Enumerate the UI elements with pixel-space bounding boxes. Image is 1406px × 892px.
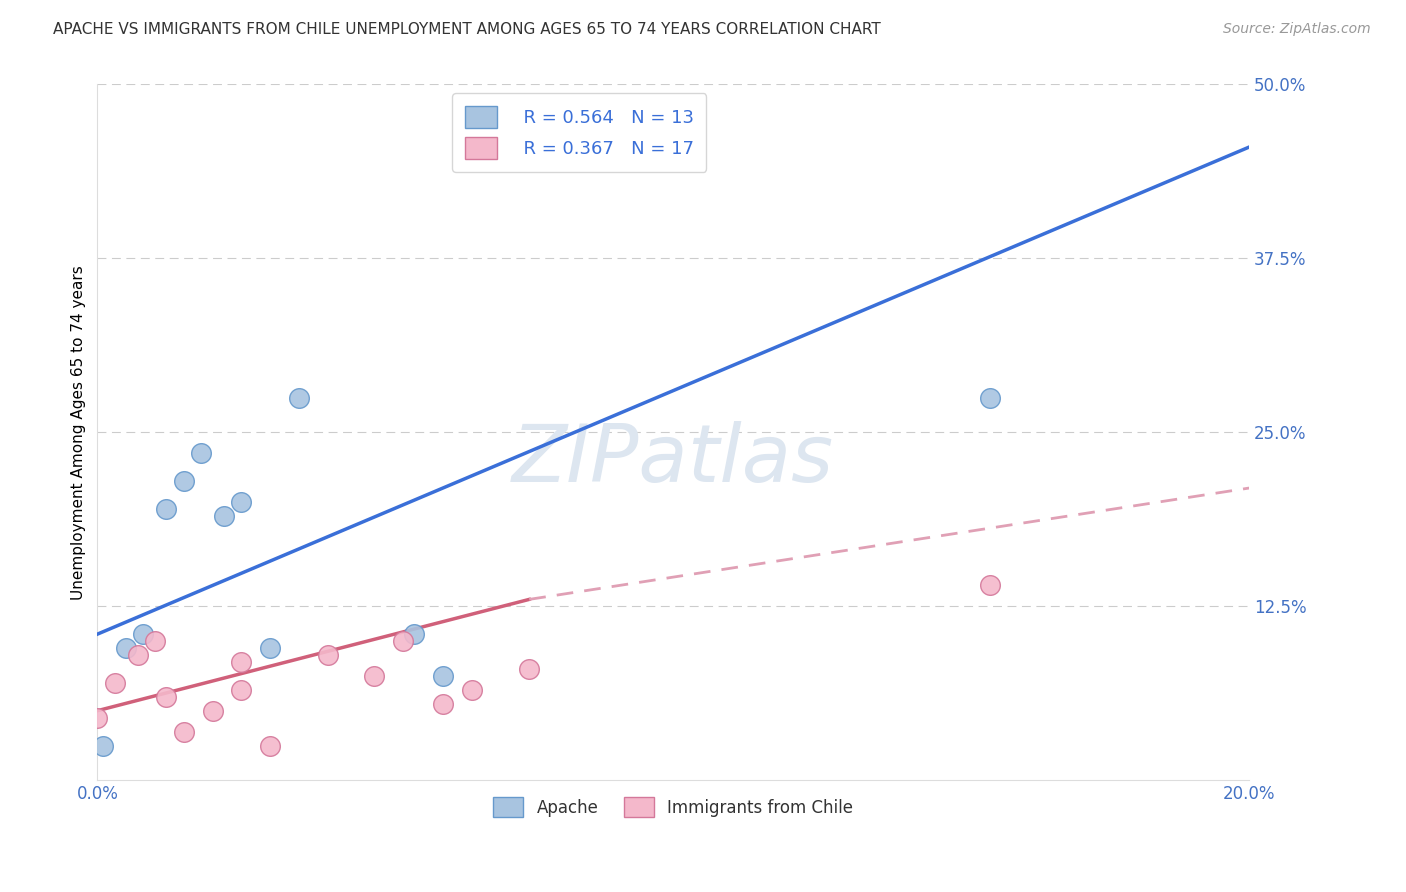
Legend: Apache, Immigrants from Chile: Apache, Immigrants from Chile bbox=[486, 790, 859, 824]
Point bbox=[288, 391, 311, 405]
Point bbox=[231, 682, 253, 697]
Point bbox=[104, 676, 127, 690]
Point bbox=[155, 690, 177, 704]
Point bbox=[91, 739, 114, 753]
Point bbox=[432, 697, 454, 711]
Y-axis label: Unemployment Among Ages 65 to 74 years: Unemployment Among Ages 65 to 74 years bbox=[72, 265, 86, 599]
Point bbox=[404, 627, 426, 641]
Point bbox=[259, 739, 281, 753]
Point bbox=[517, 662, 540, 676]
Point bbox=[979, 578, 1001, 592]
Point bbox=[143, 634, 166, 648]
Point bbox=[316, 648, 339, 662]
Point bbox=[259, 641, 281, 656]
Point bbox=[460, 682, 482, 697]
Text: APACHE VS IMMIGRANTS FROM CHILE UNEMPLOYMENT AMONG AGES 65 TO 74 YEARS CORRELATI: APACHE VS IMMIGRANTS FROM CHILE UNEMPLOY… bbox=[53, 22, 882, 37]
Text: ZIPatlas: ZIPatlas bbox=[512, 421, 834, 500]
Point bbox=[363, 669, 385, 683]
Point bbox=[173, 724, 195, 739]
Point bbox=[190, 446, 212, 460]
Point bbox=[231, 655, 253, 669]
Point bbox=[173, 474, 195, 488]
Point bbox=[212, 508, 235, 523]
Point bbox=[115, 641, 138, 656]
Point bbox=[127, 648, 149, 662]
Point bbox=[86, 711, 108, 725]
Text: Source: ZipAtlas.com: Source: ZipAtlas.com bbox=[1223, 22, 1371, 37]
Point bbox=[231, 495, 253, 509]
Point bbox=[979, 391, 1001, 405]
Point bbox=[391, 634, 413, 648]
Point bbox=[432, 669, 454, 683]
Point bbox=[132, 627, 155, 641]
Point bbox=[201, 704, 224, 718]
Point bbox=[155, 502, 177, 516]
